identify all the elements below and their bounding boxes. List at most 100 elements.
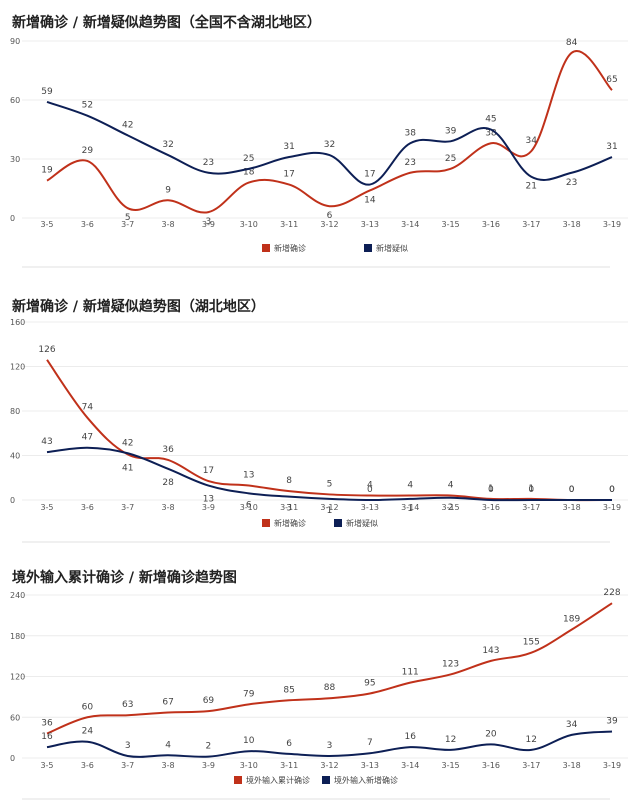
y-tick-label: 30 <box>10 155 20 164</box>
legend-swatch <box>234 776 242 784</box>
data-label: 74 <box>82 403 94 413</box>
y-tick-label: 180 <box>10 632 25 641</box>
data-label: 24 <box>82 727 94 737</box>
data-label: 4 <box>448 481 454 491</box>
x-tick-label: 3-14 <box>401 761 419 770</box>
data-label: 1 <box>488 484 494 494</box>
x-tick-label: 3-10 <box>240 220 258 229</box>
data-label: 39 <box>445 126 457 136</box>
data-label: 21 <box>526 182 537 192</box>
data-label: 143 <box>482 646 499 656</box>
data-label: 34 <box>526 136 538 146</box>
data-label: 3 <box>206 217 212 227</box>
legend-label: 新增疑似 <box>376 243 408 253</box>
y-tick-label: 160 <box>10 318 25 327</box>
x-tick-label: 3-19 <box>603 220 621 229</box>
y-tick-label: 120 <box>10 363 25 372</box>
data-label: 36 <box>41 719 53 729</box>
x-tick-label: 3-5 <box>40 220 53 229</box>
data-label: 0 <box>609 485 615 495</box>
data-label: 13 <box>203 495 214 505</box>
data-label: 42 <box>122 438 133 448</box>
data-label: 17 <box>283 170 294 180</box>
x-tick-label: 3-5 <box>40 503 53 512</box>
x-tick-label: 3-15 <box>441 220 459 229</box>
data-label: 63 <box>122 700 133 710</box>
legend-swatch <box>334 519 342 527</box>
chart-3-title: 境外输入累计确诊 / 新增确诊趋势图 <box>12 570 237 586</box>
data-label: 88 <box>324 683 336 693</box>
data-label: 38 <box>485 128 497 138</box>
x-tick-label: 3-12 <box>320 503 338 512</box>
chart-1: 0 30 60 90 3-5 3-6 3-7 3-8 3-9 3-10 3-11 3-12 3-13 3-… <box>10 37 628 268</box>
data-label: 5 <box>125 213 131 223</box>
data-label: 67 <box>162 697 173 707</box>
y-tick-label: 80 <box>10 407 20 416</box>
data-label: 12 <box>526 735 537 745</box>
x-tick-label: 3-9 <box>202 220 215 229</box>
chart-1-title: 新增确诊 / 新增疑似趋势图（全国不含湖北地区） <box>12 15 321 31</box>
data-label: 1 <box>407 504 413 514</box>
data-label: 23 <box>404 158 415 168</box>
x-tick-label: 3-14 <box>401 503 419 512</box>
data-label: 0 <box>569 485 575 495</box>
series-line <box>46 730 613 758</box>
data-label: 43 <box>41 437 52 447</box>
data-label: 23 <box>566 178 577 188</box>
y-tick-label: 120 <box>10 673 25 682</box>
data-label: 13 <box>243 471 254 481</box>
y-tick-label: 60 <box>10 96 20 105</box>
data-label: 4 <box>367 481 373 491</box>
data-label: 155 <box>523 638 540 648</box>
x-tick-label: 3-11 <box>280 220 298 229</box>
data-label: 0 <box>367 485 373 495</box>
x-tick-label: 3-9 <box>202 503 215 512</box>
series-line <box>46 602 613 735</box>
x-tick-label: 3-10 <box>240 761 258 770</box>
x-tick-label: 3-14 <box>401 220 419 229</box>
data-label: 1 <box>528 484 534 494</box>
data-label: 69 <box>203 696 215 706</box>
data-label: 8 <box>286 476 292 486</box>
data-label: 84 <box>566 38 578 48</box>
data-label: 189 <box>563 615 580 625</box>
data-label: 20 <box>485 729 497 739</box>
data-label: 52 <box>82 101 93 111</box>
y-tick-label: 0 <box>10 214 15 223</box>
x-tick-label: 3-7 <box>121 220 134 229</box>
data-label: 1 <box>327 506 333 516</box>
data-label: 126 <box>38 345 55 355</box>
data-label: 29 <box>82 146 94 156</box>
legend-label: 新增确诊 <box>274 243 306 253</box>
x-tick-label: 3-7 <box>121 503 134 512</box>
x-tick-label: 3-16 <box>482 220 500 229</box>
data-label: 25 <box>445 154 456 164</box>
y-tick-label: 60 <box>10 713 20 722</box>
data-label: 0 <box>488 485 494 495</box>
data-label: 38 <box>404 128 416 138</box>
data-label: 16 <box>41 732 53 742</box>
data-label: 0 <box>609 485 615 495</box>
x-tick-label: 3-17 <box>522 503 540 512</box>
data-label: 32 <box>162 140 173 150</box>
data-label: 23 <box>203 158 214 168</box>
data-label: 12 <box>445 735 456 745</box>
y-tick-label: 40 <box>10 452 20 461</box>
x-tick-label: 3-10 <box>240 503 258 512</box>
data-label: 4 <box>165 740 171 750</box>
x-tick-label: 3-18 <box>563 761 581 770</box>
data-label: 5 <box>327 479 333 489</box>
data-label: 41 <box>122 463 133 473</box>
data-label: 95 <box>364 678 375 688</box>
data-label: 19 <box>41 166 53 176</box>
x-tick-label: 3-12 <box>320 761 338 770</box>
data-label: 6 <box>327 211 333 221</box>
data-label: 7 <box>367 738 373 748</box>
x-tick-label: 3-16 <box>482 503 500 512</box>
legend-swatch <box>364 244 372 252</box>
data-label: 39 <box>606 717 618 727</box>
x-tick-label: 3-6 <box>81 761 94 770</box>
data-label: 34 <box>566 720 578 730</box>
series-line <box>46 50 613 214</box>
